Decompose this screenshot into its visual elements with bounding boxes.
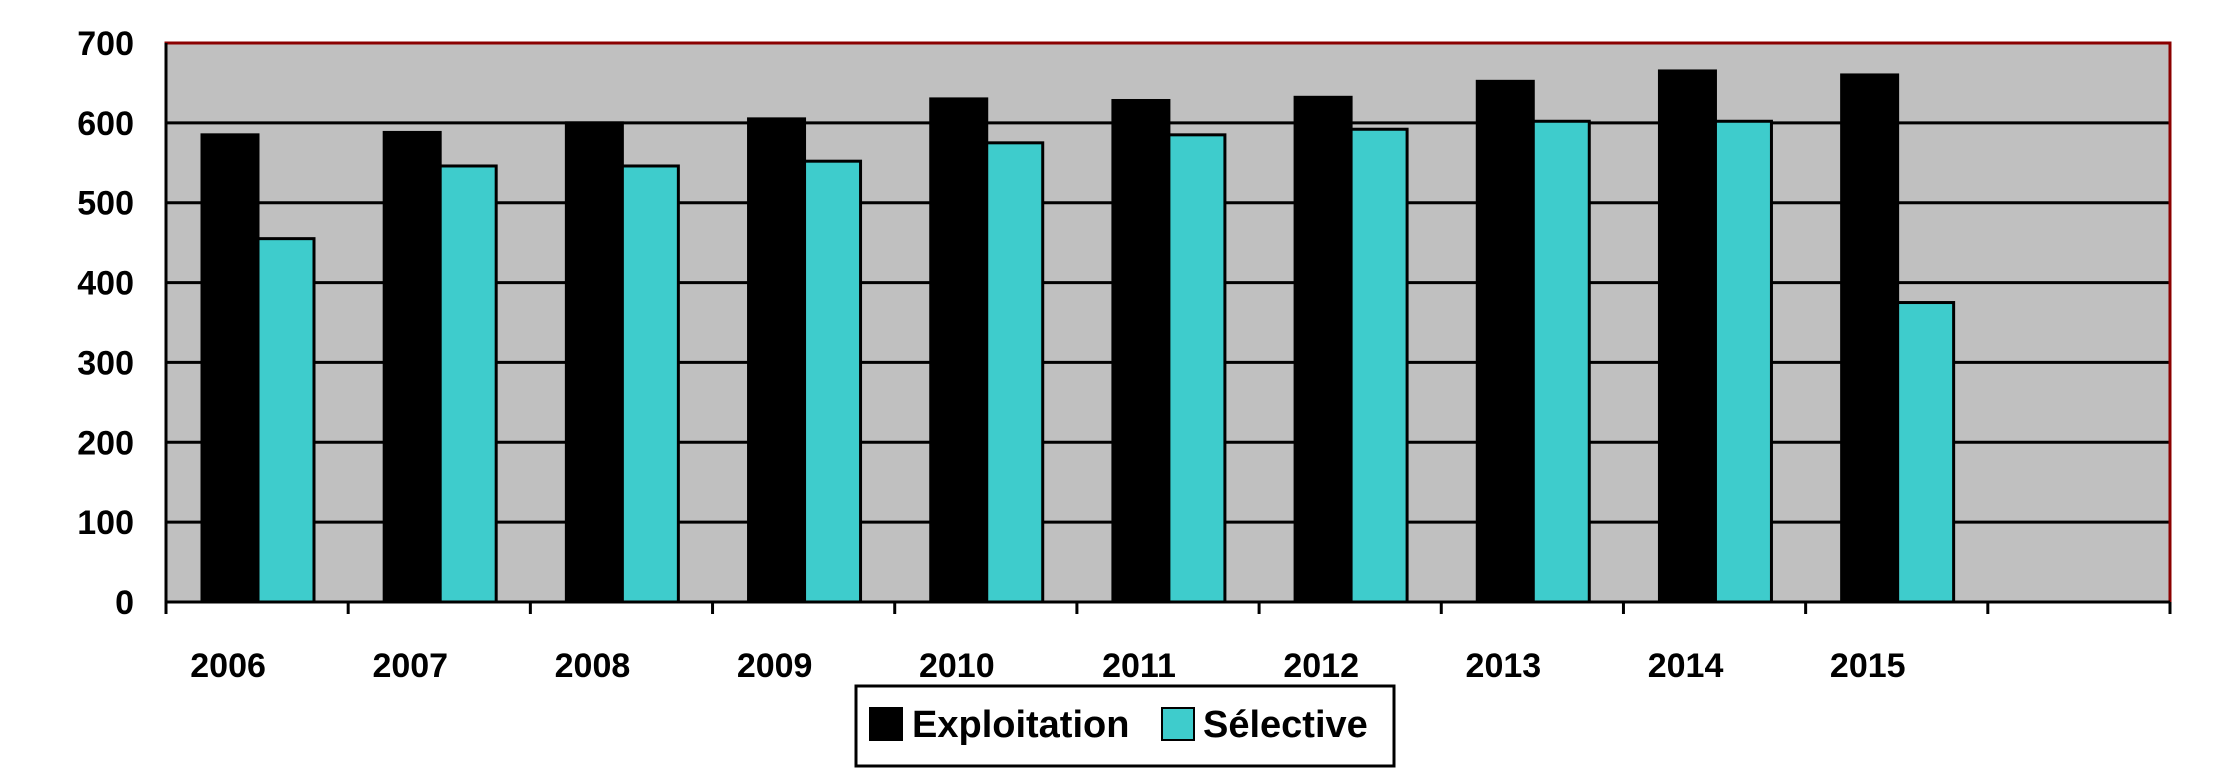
y-tick-label: 300 <box>77 344 134 382</box>
y-axis-tick-labels: 0 100 200 300 400 500 600 700 <box>77 25 134 622</box>
x-axis-tick-labels: 2006 2007 2008 2009 2010 2011 2012 2013 2014 2015 <box>190 647 1905 685</box>
bar-s-lective-2007 <box>438 164 498 604</box>
legend-label-exploitation: Exploitation <box>912 704 1129 746</box>
bar-exploitation-2010 <box>929 97 989 604</box>
axes <box>164 43 2172 614</box>
bar-exploitation-2008 <box>564 121 624 604</box>
y-tick-label: 400 <box>77 265 134 303</box>
legend-box <box>854 684 1396 768</box>
legend-swatch-selective <box>1161 707 1195 741</box>
bar-exploitation-2013 <box>1475 79 1535 604</box>
y-tick-label: 100 <box>77 504 134 542</box>
bars <box>200 69 1956 604</box>
x-tick-label: 2013 <box>1466 647 1542 685</box>
bar-exploitation-2015 <box>1840 73 1900 604</box>
bar-exploitation-2006 <box>200 133 260 604</box>
y-tick-label: 700 <box>77 25 134 63</box>
y-tick-label: 500 <box>77 185 134 223</box>
bar-s-lective-2012 <box>1349 127 1409 604</box>
x-tick-label: 2007 <box>372 647 448 685</box>
bar-s-lective-2009 <box>803 159 863 604</box>
x-tick-label: 2009 <box>737 647 813 685</box>
bar-s-lective-2011 <box>1167 133 1227 604</box>
bar-s-lective-2008 <box>620 164 680 604</box>
bar-s-lective-2006 <box>256 237 316 604</box>
legend: Exploitation Sélective <box>854 684 1396 768</box>
bar-s-lective-2015 <box>1896 301 1956 604</box>
bar-exploitation-2014 <box>1657 69 1717 604</box>
x-tick-label: 2014 <box>1648 647 1724 685</box>
x-tick-label: 2011 <box>1102 647 1176 685</box>
x-tick-label: 2006 <box>190 647 266 685</box>
y-tick-label: 0 <box>115 584 134 622</box>
x-tick-label: 2008 <box>555 647 631 685</box>
bar-exploitation-2009 <box>747 117 807 604</box>
legend-label-selective: Sélective <box>1203 704 1368 746</box>
bar-s-lective-2013 <box>1531 119 1591 604</box>
bar-exploitation-2007 <box>382 130 442 604</box>
bar-s-lective-2014 <box>1713 119 1773 604</box>
x-tick-label: 2010 <box>919 647 995 685</box>
bar-s-lective-2010 <box>985 141 1045 604</box>
x-tick-label: 2015 <box>1830 647 1906 685</box>
x-tick-label: 2012 <box>1283 647 1359 685</box>
y-tick-label: 600 <box>77 105 134 143</box>
bar-exploitation-2011 <box>1111 98 1171 604</box>
legend-swatch-exploitation <box>869 707 903 741</box>
bar-exploitation-2012 <box>1293 95 1353 604</box>
y-tick-label: 200 <box>77 424 134 462</box>
